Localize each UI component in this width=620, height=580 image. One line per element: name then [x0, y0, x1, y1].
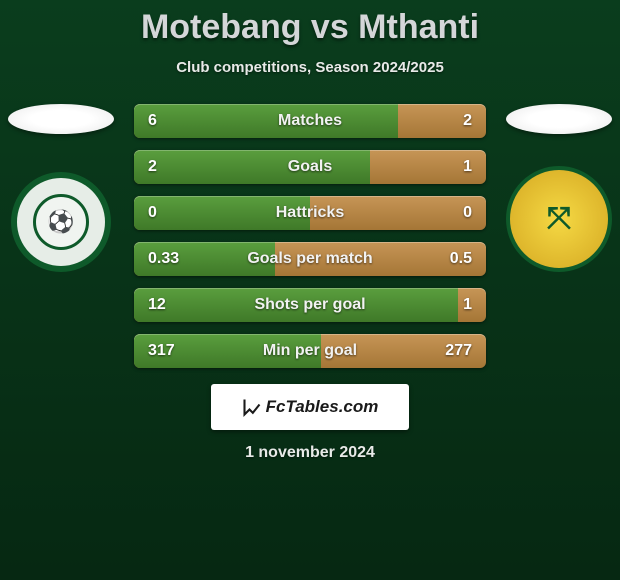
left-club-badge: ⚽: [11, 172, 111, 272]
attribution-text: FcTables.com: [266, 397, 379, 417]
right-club-badge: ⤧: [506, 166, 612, 272]
stat-right-value: 1: [463, 296, 472, 314]
stat-left-value: 0: [148, 204, 157, 222]
stat-right-value: 1: [463, 158, 472, 176]
stat-row: 317 Min per goal 277: [134, 334, 486, 368]
stat-row: 12 Shots per goal 1: [134, 288, 486, 322]
stat-label: Shots per goal: [254, 296, 365, 314]
stat-label: Matches: [278, 112, 342, 130]
stat-right-value: 0: [463, 204, 472, 222]
golden-arrows-icon: ⤧: [547, 204, 571, 234]
stat-row: 6 Matches 2: [134, 104, 486, 138]
stat-label: Goals: [288, 158, 332, 176]
season-subtitle: Club competitions, Season 2024/2025: [0, 59, 620, 76]
stat-left-value: 12: [148, 296, 166, 314]
stat-right-value: 0.5: [450, 250, 472, 268]
stat-left-value: 317: [148, 342, 175, 360]
stat-row: 0 Hattricks 0: [134, 196, 486, 230]
stat-left-value: 0.33: [148, 250, 179, 268]
fctables-logo-icon: [242, 397, 262, 417]
stat-left-value: 2: [148, 158, 157, 176]
stat-right-value: 2: [463, 112, 472, 130]
stat-fill: [134, 150, 370, 184]
right-player-silhouette: [506, 104, 612, 134]
stat-label: Min per goal: [263, 342, 357, 360]
stat-row: 2 Goals 1: [134, 150, 486, 184]
comparison-date: 1 november 2024: [0, 444, 620, 462]
stat-label: Hattricks: [276, 204, 344, 222]
comparison-title: Motebang vs Mthanti: [0, 8, 620, 47]
comparison-area: ⚽ 6 Matches 2 2 Goals 1 0 Hattricks 0 0.33 Goals p…: [0, 104, 620, 368]
left-player-side: ⚽: [6, 104, 116, 272]
stat-bars: 6 Matches 2 2 Goals 1 0 Hattricks 0 0.33 Goals per…: [134, 104, 486, 368]
left-player-silhouette: [8, 104, 114, 134]
attribution-badge: FcTables.com: [211, 384, 409, 430]
right-player-side: ⤧: [504, 104, 614, 272]
stat-label: Goals per match: [247, 250, 372, 268]
stat-fill: [134, 104, 398, 138]
stat-left-value: 6: [148, 112, 157, 130]
bloemfontein-celtic-icon: ⚽: [33, 194, 89, 250]
stat-right-value: 277: [445, 342, 472, 360]
stat-row: 0.33 Goals per match 0.5: [134, 242, 486, 276]
